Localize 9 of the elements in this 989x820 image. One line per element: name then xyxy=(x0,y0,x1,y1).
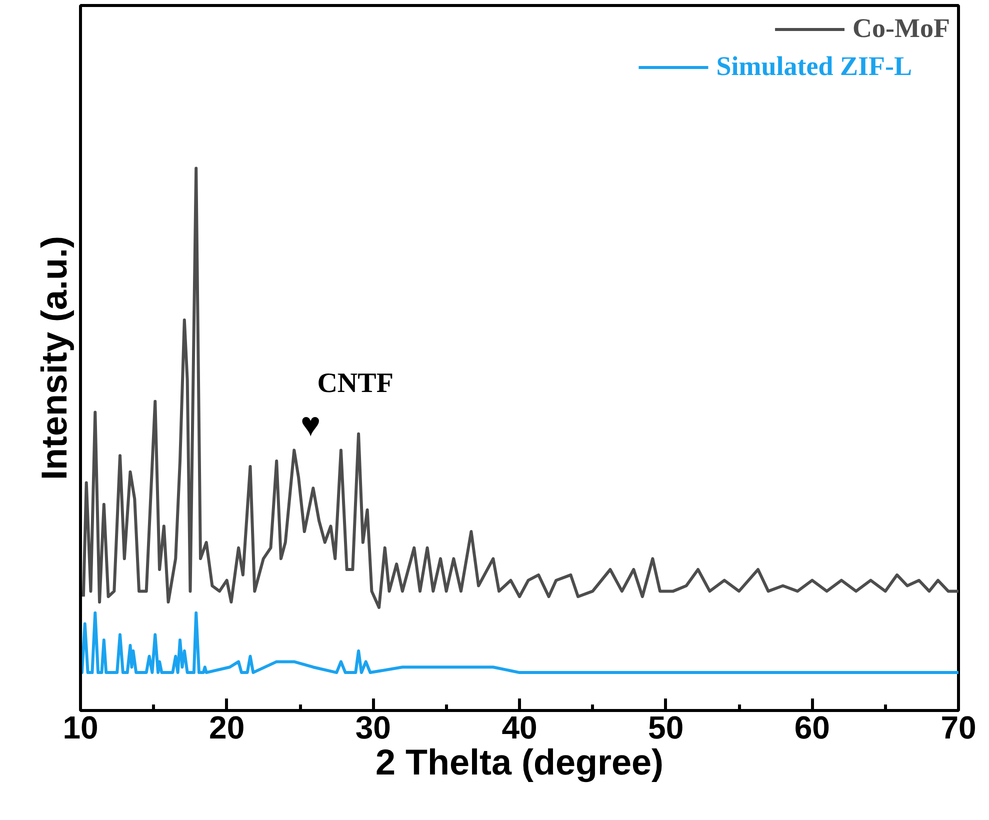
x-tick-label: 70 xyxy=(940,710,976,746)
annotation: CNTF xyxy=(317,368,394,399)
legend-label: Simulated ZIF-L xyxy=(716,51,912,82)
y-axis-title: Intensity (a.u.) xyxy=(34,236,74,480)
x-tick-label: 60 xyxy=(794,710,830,746)
x-tick-label: 10 xyxy=(62,710,98,746)
annotation: ♥ xyxy=(300,407,321,444)
x-tick-label: 20 xyxy=(209,710,245,746)
legend-label: Co-MoF xyxy=(852,13,950,44)
